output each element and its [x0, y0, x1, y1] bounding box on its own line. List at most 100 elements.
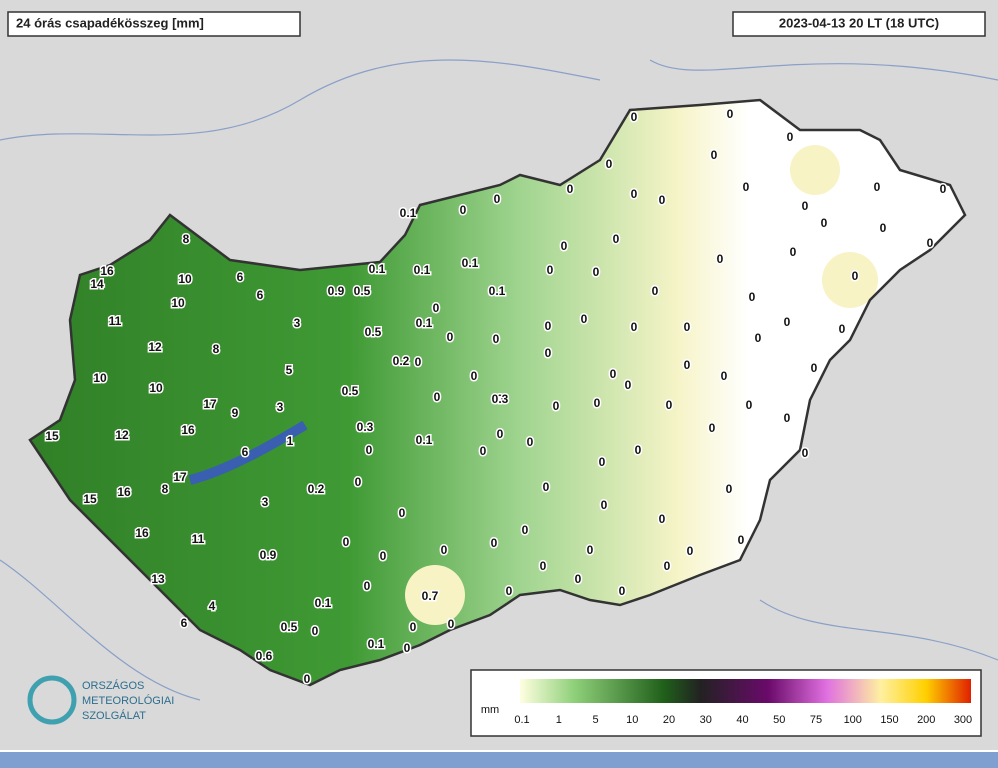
legend-label: 40 — [736, 714, 748, 726]
station-value: 16 — [100, 264, 114, 278]
station-value: 0.5 — [342, 384, 359, 398]
station-value: 14 — [90, 277, 104, 291]
station-value: 0 — [880, 221, 887, 235]
legend-labels: 0.1 1 5 10 20 30 40 50 75 100 150 200 300 — [514, 714, 972, 726]
station-value: 8 — [213, 342, 220, 356]
station-value: 0 — [497, 427, 504, 441]
station-value: 0.1 — [416, 433, 433, 447]
station-value: 0 — [543, 480, 550, 494]
rivers — [0, 59, 998, 701]
logo-text: METEOROLÓGIAI — [82, 694, 174, 707]
station-value: 0 — [755, 331, 762, 345]
station-value: 1 — [287, 434, 294, 448]
station-value: 0.1 — [369, 262, 386, 276]
legend-label: 0.1 — [514, 714, 529, 726]
station-value: 0 — [312, 624, 319, 638]
station-value: 0 — [522, 523, 529, 537]
station-value: 0 — [743, 180, 750, 194]
station-value: 0 — [410, 620, 417, 634]
station-value: 0.2 — [393, 354, 410, 368]
legend-label: 75 — [810, 714, 822, 726]
legend-label: 300 — [954, 714, 972, 726]
station-value: 0 — [784, 315, 791, 329]
station-value: 0 — [839, 322, 846, 336]
station-value: 0 — [787, 130, 794, 144]
station-value: 0 — [727, 107, 734, 121]
station-value: 0 — [497, 392, 504, 406]
station-value: 0 — [652, 284, 659, 298]
station-value: 12 — [148, 340, 162, 354]
station-value: 6 — [237, 270, 244, 284]
time-box — [732, 11, 986, 37]
station-value: 0 — [684, 320, 691, 334]
station-value: 10 — [93, 371, 107, 385]
station-value: 0 — [399, 506, 406, 520]
station-value: 0 — [631, 110, 638, 124]
station-value: 0 — [631, 187, 638, 201]
station-value: 6 — [242, 445, 249, 459]
station-value: 0 — [355, 475, 362, 489]
station-value: 0 — [790, 245, 797, 259]
legend-label: 1 — [556, 714, 562, 726]
legend-label: 50 — [773, 714, 785, 726]
station-value: 0 — [540, 559, 547, 573]
station-value: 9 — [232, 406, 239, 420]
station-value: 8 — [162, 482, 169, 496]
station-value: 16 — [181, 423, 195, 437]
station-value: 0 — [664, 559, 671, 573]
station-value: 0.1 — [315, 596, 332, 610]
legend-label: 150 — [880, 714, 898, 726]
station-value: 17 — [173, 470, 187, 484]
station-value: 0 — [545, 346, 552, 360]
station-value: 0 — [666, 398, 673, 412]
station-value: 0 — [635, 443, 642, 457]
station-value: 0 — [593, 265, 600, 279]
logo-text: ORSZÁGOS — [82, 679, 144, 692]
station-value: 0 — [366, 443, 373, 457]
station-value: 0 — [874, 180, 881, 194]
station-value: 0 — [491, 536, 498, 550]
station-value: 0 — [447, 330, 454, 344]
station-value: 12 — [115, 428, 129, 442]
station-value: 0 — [506, 584, 513, 598]
station-value: 0 — [784, 411, 791, 425]
station-value: 0.1 — [414, 263, 431, 277]
station-value: 0 — [738, 533, 745, 547]
station-value: 13 — [151, 572, 165, 586]
station-value: 0.9 — [260, 548, 277, 562]
station-value: 5 — [286, 363, 293, 377]
station-value: 0 — [684, 358, 691, 372]
station-value: 0 — [587, 543, 594, 557]
station-value: 0 — [687, 544, 694, 558]
station-value: 0 — [460, 203, 467, 217]
station-value: 0 — [343, 535, 350, 549]
station-value: 0 — [547, 263, 554, 277]
station-value: 0 — [711, 148, 718, 162]
station-value: 0 — [802, 446, 809, 460]
station-value: 3 — [294, 316, 301, 330]
station-value: 0 — [434, 390, 441, 404]
station-value: 16 — [117, 485, 131, 499]
station-value: 0 — [821, 216, 828, 230]
station-value: 11 — [192, 532, 205, 546]
station-value: 0 — [631, 320, 638, 334]
bottom-bar — [0, 752, 998, 768]
station-value: 0 — [433, 301, 440, 315]
station-value: 0 — [494, 192, 501, 206]
station-value: 15 — [83, 492, 97, 506]
station-value: 0.1 — [416, 316, 433, 330]
station-value: 0.7 — [422, 589, 439, 603]
station-value: 0.6 — [256, 649, 273, 663]
station-value: 10 — [171, 296, 185, 310]
station-value: 0 — [493, 332, 500, 346]
station-value: 16 — [135, 526, 149, 540]
logo-text: SZOLGÁLAT — [82, 709, 146, 722]
station-value: 0 — [606, 157, 613, 171]
logo-icon — [27, 675, 77, 725]
station-value: 0 — [527, 435, 534, 449]
station-value: 0 — [749, 290, 756, 304]
station-value: 0 — [553, 399, 560, 413]
station-value: 0.5 — [365, 325, 382, 339]
station-value: 3 — [277, 400, 284, 414]
station-value: 0 — [746, 398, 753, 412]
